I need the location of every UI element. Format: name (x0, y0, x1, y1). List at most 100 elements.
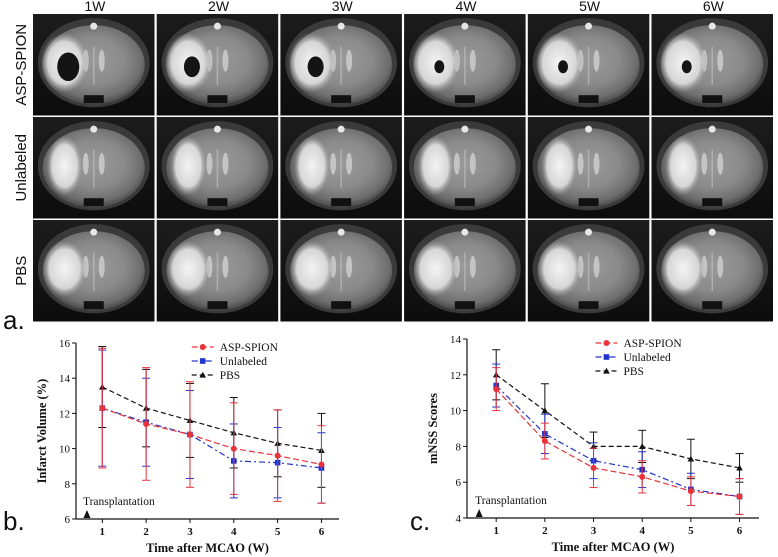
x-tick-label: 3 (591, 525, 597, 537)
legend-label: PBS (623, 366, 643, 378)
legend-item: PBS (595, 366, 644, 378)
mri-image (280, 220, 402, 322)
legend-marker (199, 344, 206, 350)
data-point (186, 431, 193, 438)
legend-item: Unlabeled (595, 352, 671, 364)
data-point (639, 473, 646, 480)
data-point (736, 493, 743, 500)
series-asp-spion (98, 347, 326, 504)
mri-image (33, 117, 155, 219)
row-label: ASP-SPION (13, 24, 30, 106)
data-point (230, 445, 237, 452)
legend-marker (199, 371, 207, 378)
column-header: 2W (208, 0, 230, 14)
series-line (102, 407, 322, 469)
mri-image (404, 14, 526, 116)
transplantation-marker (83, 510, 91, 518)
column-header: 3W (332, 0, 354, 14)
x-axis-label: Time after MCAO (W) (552, 540, 675, 554)
legend-item: ASP-SPION (595, 338, 682, 350)
x-tick-label: 3 (187, 526, 193, 538)
row-label: PBS (13, 256, 30, 286)
column-header: 5W (579, 0, 601, 14)
y-tick-label: 14 (59, 373, 71, 385)
series-pbs (98, 346, 326, 488)
mri-image (33, 14, 155, 116)
y-tick-label: 4 (456, 513, 462, 525)
x-axis-label: Time after MCAO (W) (146, 541, 269, 555)
data-point (736, 464, 743, 471)
x-tick-label: 6 (319, 526, 325, 538)
data-point (99, 405, 106, 412)
y-tick-label: 8 (456, 441, 462, 453)
x-tick-label: 5 (275, 526, 281, 538)
y-tick-label: 10 (59, 444, 71, 456)
y-tick-label: 14 (450, 334, 462, 346)
mri-image (404, 220, 526, 322)
series-unlabeled (492, 363, 744, 515)
transplantation-label: Transplantation (475, 495, 547, 507)
row-label: Unlabeled (13, 134, 30, 202)
y-axis-label: Infarct Volume (%) (35, 379, 49, 484)
legend-label: ASP-SPION (623, 338, 682, 350)
y-tick-label: 12 (59, 408, 70, 420)
mri-image (651, 220, 773, 322)
x-tick-label: 4 (639, 525, 645, 537)
mri-image (527, 117, 650, 219)
data-point (318, 461, 325, 468)
legend-item: ASP-SPION (191, 342, 279, 354)
y-tick-label: 6 (456, 477, 462, 489)
panel-a-label: a. (3, 305, 25, 335)
data-point (541, 438, 548, 445)
series-asp-spion (492, 367, 744, 515)
mri-image (651, 117, 773, 219)
column-header: 1W (84, 0, 106, 14)
column-header: 6W (703, 0, 725, 14)
x-tick-label: 4 (231, 526, 237, 538)
legend-marker (603, 367, 610, 374)
series-line (102, 386, 322, 451)
legend-label: PBS (220, 370, 240, 382)
data-point (493, 386, 500, 393)
mri-image (527, 14, 650, 116)
y-tick-label: 16 (59, 338, 71, 350)
x-tick-label: 2 (143, 526, 149, 538)
data-point (143, 420, 150, 427)
legend-label: Unlabeled (623, 352, 671, 364)
legend-label: ASP-SPION (220, 342, 279, 354)
transplantation-marker (475, 509, 483, 517)
column-header: 4W (455, 0, 477, 14)
y-tick-label: 10 (450, 406, 462, 418)
mri-image (156, 220, 279, 322)
mri-image (156, 14, 279, 116)
y-axis-label: mNSS Scores (426, 393, 440, 464)
mri-image (156, 117, 279, 219)
panel-c-label: c. (410, 506, 430, 536)
x-tick-label: 5 (688, 525, 694, 537)
series-line (495, 388, 740, 498)
x-tick-label: 1 (493, 525, 499, 537)
mri-image (280, 117, 402, 219)
x-tick-label: 2 (542, 525, 548, 537)
legend-label: Unlabeled (220, 356, 268, 368)
series-line (102, 407, 322, 466)
mri-image (527, 220, 650, 322)
x-tick-label: 6 (737, 525, 743, 537)
y-tick-label: 12 (450, 370, 461, 382)
y-tick-label: 6 (65, 514, 71, 526)
legend-marker (603, 354, 610, 360)
mri-image (651, 14, 773, 116)
series-line (495, 374, 740, 469)
panel-b-label: b. (3, 506, 25, 536)
series-pbs (492, 349, 744, 483)
series-line (495, 385, 740, 498)
legend-item: PBS (191, 370, 240, 382)
mri-image (404, 117, 526, 219)
data-point (638, 443, 646, 449)
panel-a-mri-grid: 1W 2W 3W 4W 5W 6W ASP-SPION Unlabeled PBS (13, 0, 773, 322)
data-point (590, 464, 597, 471)
data-point (687, 455, 695, 462)
